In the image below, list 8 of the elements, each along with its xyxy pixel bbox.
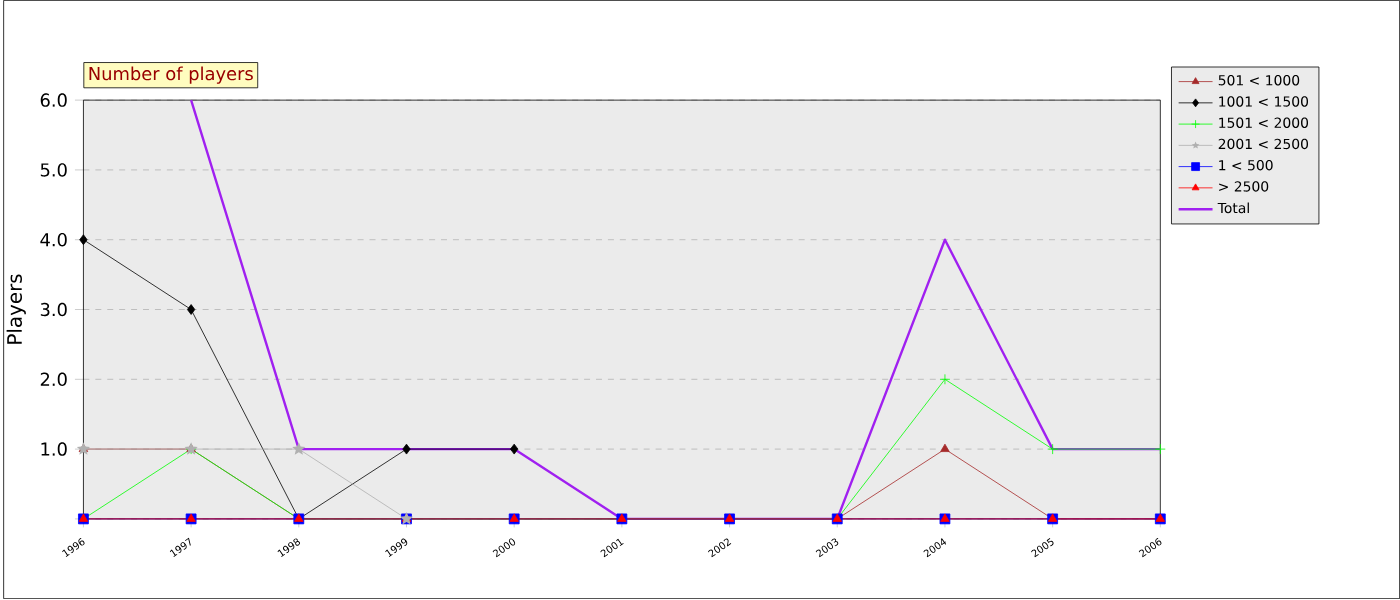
y-tick-label: 1.0 (41, 442, 67, 457)
chart-title: Number of players (89, 66, 253, 85)
y-tick-label: 5.0 (40, 163, 67, 178)
y-tick-label: 2.0 (40, 373, 67, 387)
y-tick-label: 4.0 (40, 233, 67, 247)
y-axis-title: Players (6, 274, 26, 345)
y-tick-label: 6.0 (40, 93, 67, 108)
y-tick-label: 3.0 (40, 303, 67, 317)
